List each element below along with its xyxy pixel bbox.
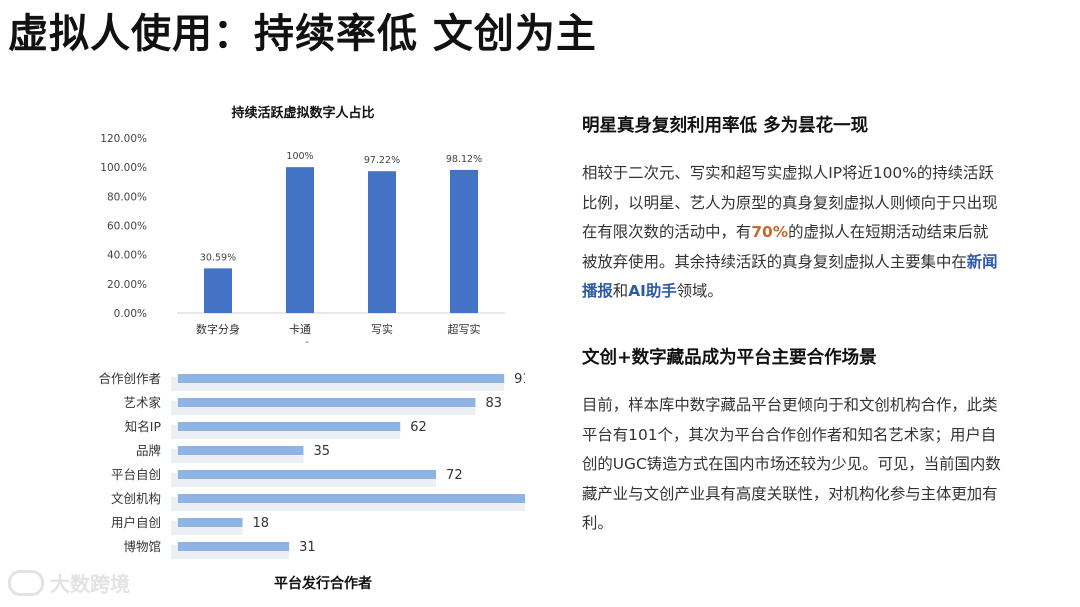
chart2-data-label: 72 [446,468,463,483]
chart1-y-tick-label: 100.00% [100,162,147,174]
section-cultural-collectibles: 文创+数字藏品成为平台主要合作场景 目前，样本库中数字藏品平台更倾向于和文创机构… [582,345,1002,539]
section1-highlight-70: 70% [751,223,789,241]
chart2-data-label: 31 [299,540,316,555]
chart1-y-tick-label: 120.00% [100,133,147,145]
chart1-data-label: 97.22% [364,155,400,166]
chart2-data-label: 83 [485,396,502,411]
section2-heading: 文创+数字藏品成为平台主要合作场景 [582,348,877,368]
chart2-bar [178,374,505,383]
chart1-category-label: 数字分身 [196,322,240,336]
watermark-logo-icon [8,569,44,596]
chart1-bar [286,167,314,313]
section1-highlight-ai: AI助手 [628,282,677,300]
chart2-bar [178,542,290,551]
section2-paragraph: 目前，样本库中数字藏品平台更倾向于和文创机构合作，此类平台有101个，其次为平台… [582,396,1001,532]
active-digital-human-bar-chart: 持续活跃虚拟数字人占比 0.00% 20.00% 40.00% 60.00% 80.00… [100,105,505,348]
chart1-data-label: 100% [286,151,313,162]
chart1-category-label: 超写实 [448,322,481,336]
chart1-category-label: 写实 [371,322,393,336]
chart1-data-label: 30.59% [200,252,236,263]
chart1-bar [450,169,478,313]
chart2-bar [178,446,304,455]
watermark: 大数跨境 [8,568,130,597]
section1-heading: 明星真身复刻利用率低 多为昙花一现 [582,116,869,136]
chart1-data-label: 98.12% [446,154,482,165]
watermark-text: 大数跨境 [50,572,130,596]
chart2-bar [178,470,437,479]
chart2-category-label: 平台自创 [111,467,161,482]
chart2-category-label: 合作创作者 [98,371,161,386]
chart1-y-tick-label: 40.00% [107,250,147,262]
chart2-category-label: 品牌 [136,443,161,458]
slide-title: 虚拟人使用：持续率低 文创为主 [8,11,597,57]
chart1-y-tick-label: 20.00% [107,279,147,291]
chart2-category-label: 文创机构 [111,491,161,506]
chart2-bar [178,518,243,527]
chart2-bar [178,398,476,407]
section1-text-4: 领域。 [676,282,723,300]
chart2-category-label: 用户自创 [111,515,161,530]
platform-partner-bar-chart: 合作创作者91艺术家83知名IP62品牌35平台自创72文创机构101用户自创1… [98,371,525,592]
section1-paragraph: 相较于二次元、写实和超写实虚拟人IP将近100%的持续活跃比例，以明星、艺人为原… [582,159,1002,307]
chart2-data-label: 18 [253,516,270,531]
chart2-category-label: 艺术家 [123,395,161,410]
chart1-y-tick-label: 0.00% [114,308,147,320]
chart2-category-label: 博物馆 [123,539,161,554]
chart1-dash-label: - [305,337,309,348]
chart2-data-label: 35 [313,444,330,459]
chart2-data-label: 91 [514,372,525,387]
chart1-bar [368,171,396,313]
chart1-bar [204,268,232,313]
section1-text-1: 相较于二次元、写实和超写实虚拟人IP将近100%的持续活跃比例，以明星、艺人为原… [582,164,998,241]
section-celebrity-replica: 明星真身复刻利用率低 多为昙花一现 相较于二次元、写实和超写实虚拟人IP将近10… [582,113,1002,307]
section1-text-2: 的虚拟人在短期活动结束后就被放弃使用。其余持续活跃的真身复刻虚拟人主要集中在 [582,223,989,271]
section1-highlight-news: 新闻播报 [582,252,998,301]
chart2-data-label: 62 [410,420,427,435]
chart1-y-tick-label: 80.00% [107,191,147,203]
section1-text-3: 和 [612,282,629,300]
chart2-title: 平台发行合作者 [274,575,372,592]
chart1-title: 持续活跃虚拟数字人占比 [231,105,374,121]
chart2-category-label: 知名IP [125,419,162,434]
chart1-category-label: 卡通 [289,323,311,336]
chart1-y-tick-label: 60.00% [107,221,147,233]
chart2-bar [178,422,401,431]
chart2-bar [178,494,525,503]
